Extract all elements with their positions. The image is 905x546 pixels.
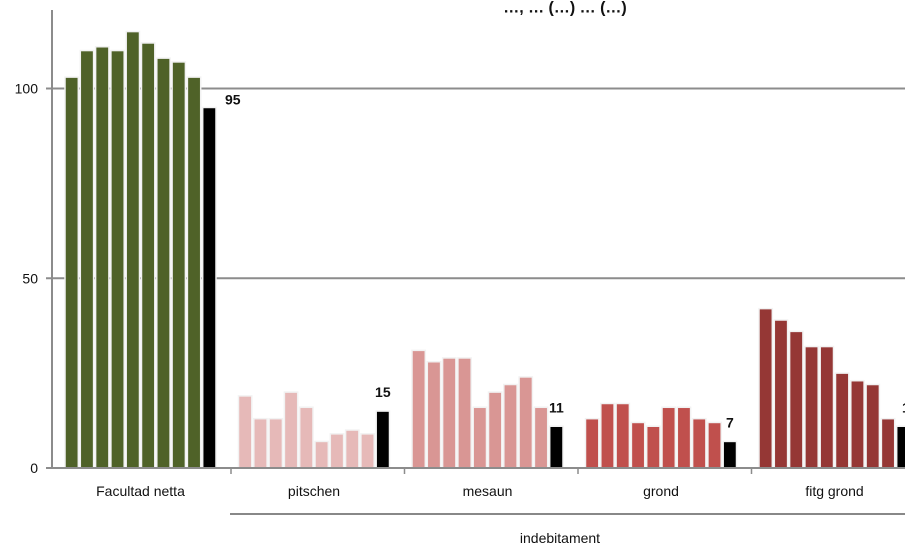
bar-4-2 <box>788 330 804 469</box>
bar-3-7 <box>691 417 707 469</box>
bar-4-3 <box>804 345 819 469</box>
bar-0-4 <box>125 30 141 469</box>
category-label-3: grond <box>643 483 679 499</box>
bar-2-8 <box>533 406 549 469</box>
y-tick-label-0: 0 <box>30 460 38 476</box>
bar-highlight-1 <box>375 410 391 469</box>
bar-3-2 <box>615 402 631 469</box>
data-label-0: 95 <box>225 91 241 107</box>
bars <box>64 30 905 469</box>
labels: 95 Facultad netta 15 pitschen 11 mesaun 7 grond… <box>15 81 905 546</box>
bar-2-3 <box>457 357 472 469</box>
bar-3-1 <box>600 402 615 469</box>
bar-3-8 <box>707 421 722 469</box>
bar-1-0 <box>237 395 253 469</box>
bar-4-8 <box>880 417 896 469</box>
bar-1-3 <box>283 391 299 469</box>
bar-highlight-3 <box>722 440 738 469</box>
category-label-0: Facultad netta <box>96 483 185 499</box>
bar-highlight-4 <box>895 425 905 469</box>
bar-0-1 <box>79 49 95 469</box>
bar-0-0 <box>64 76 80 469</box>
bar-0-7 <box>171 61 187 469</box>
bar-highlight-2 <box>548 425 564 469</box>
category-label-2: mesaun <box>463 483 513 499</box>
bar-2-2 <box>441 357 457 469</box>
bar-1-6 <box>329 433 345 469</box>
bar-1-4 <box>298 406 314 469</box>
supergroup-label: indebitament <box>520 530 600 546</box>
bar-0-6 <box>156 57 171 469</box>
bar-0-2 <box>94 46 110 469</box>
bar-3-6 <box>676 406 692 469</box>
bar-0-8 <box>186 76 202 469</box>
bar-1-1 <box>253 417 268 469</box>
data-label-1: 15 <box>375 384 391 400</box>
bar-highlight-0 <box>201 106 217 469</box>
bar-2-0 <box>411 349 427 469</box>
data-label-2: 11 <box>549 399 564 415</box>
bar-4-5 <box>834 372 850 469</box>
bar-3-4 <box>645 425 661 469</box>
axes <box>46 10 905 515</box>
bar-1-2 <box>268 417 284 469</box>
y-tick-label-100: 100 <box>15 81 39 97</box>
category-label-4: fitg grond <box>805 483 863 499</box>
bar-4-1 <box>773 319 789 469</box>
bar-2-7 <box>518 376 534 469</box>
data-label-4: 11 <box>902 399 905 415</box>
bar-1-7 <box>344 429 360 469</box>
bar-0-3 <box>110 49 125 469</box>
bar-3-3 <box>630 421 646 469</box>
bar-2-5 <box>487 391 503 469</box>
data-label-3: 7 <box>726 414 734 430</box>
bar-1-8 <box>360 433 375 469</box>
bar-4-0 <box>758 307 774 469</box>
bar-3-5 <box>661 406 677 469</box>
bar-3-0 <box>584 417 600 469</box>
bar-2-4 <box>472 406 488 469</box>
bar-4-7 <box>865 383 881 469</box>
bar-0-5 <box>140 42 156 469</box>
bar-2-6 <box>503 383 518 469</box>
category-label-1: pitschen <box>288 483 340 499</box>
bar-4-6 <box>850 379 865 469</box>
bar-4-4 <box>819 345 835 469</box>
bar-1-5 <box>314 440 330 469</box>
bar-2-1 <box>426 360 442 469</box>
y-tick-label-50: 50 <box>22 270 38 286</box>
chart-title: …, … (…) … (…) <box>503 0 627 16</box>
